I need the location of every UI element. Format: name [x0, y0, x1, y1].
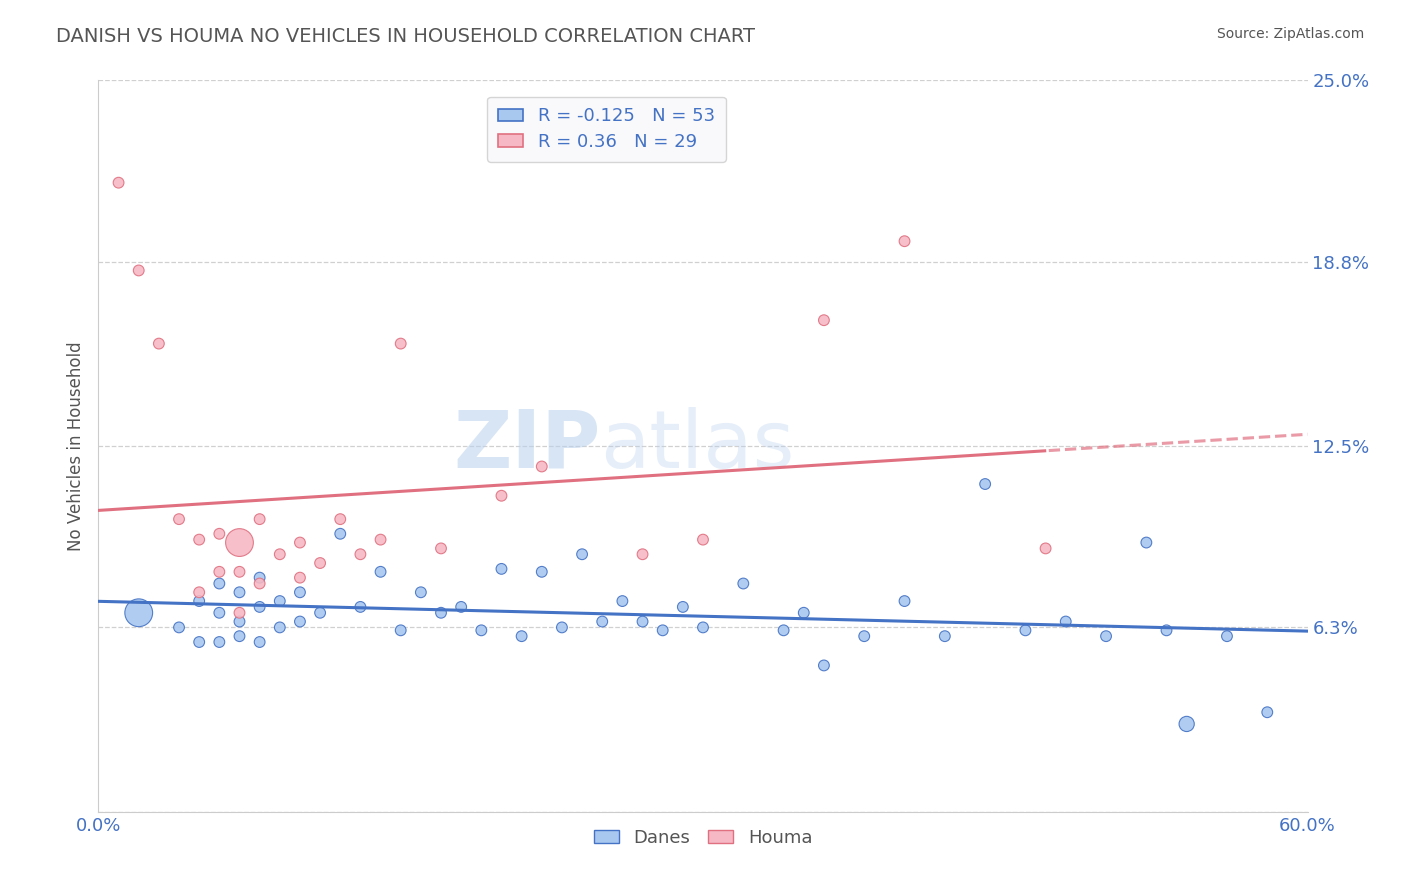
Point — [893, 594, 915, 608]
Point — [288, 585, 311, 599]
Text: atlas: atlas — [600, 407, 794, 485]
Point — [370, 533, 392, 547]
Point — [409, 585, 432, 599]
Point — [148, 336, 170, 351]
Point — [934, 629, 956, 643]
Point — [491, 489, 513, 503]
Legend: Danes, Houma: Danes, Houma — [586, 822, 820, 854]
Point — [974, 477, 997, 491]
Point — [349, 599, 371, 614]
Point — [530, 565, 553, 579]
Point — [389, 336, 412, 351]
Point — [551, 620, 574, 634]
Point — [288, 571, 311, 585]
Point — [288, 535, 311, 549]
Point — [188, 585, 211, 599]
Point — [733, 576, 755, 591]
Text: DANISH VS HOUMA NO VEHICLES IN HOUSEHOLD CORRELATION CHART: DANISH VS HOUMA NO VEHICLES IN HOUSEHOLD… — [56, 27, 755, 45]
Point — [249, 571, 271, 585]
Point — [430, 541, 453, 556]
Text: Source: ZipAtlas.com: Source: ZipAtlas.com — [1216, 27, 1364, 41]
Point — [389, 624, 412, 638]
Point — [1135, 535, 1157, 549]
Point — [249, 512, 271, 526]
Point — [228, 606, 250, 620]
Point — [772, 624, 794, 638]
Point — [208, 606, 231, 620]
Point — [692, 533, 714, 547]
Point — [188, 635, 211, 649]
Point — [228, 629, 250, 643]
Point — [249, 576, 271, 591]
Point — [793, 606, 815, 620]
Point — [692, 620, 714, 634]
Point — [309, 556, 332, 570]
Point — [571, 547, 593, 561]
Point — [349, 547, 371, 561]
Point — [228, 615, 250, 629]
Point — [269, 594, 291, 608]
Point — [208, 565, 231, 579]
Text: ZIP: ZIP — [453, 407, 600, 485]
Point — [188, 594, 211, 608]
Point — [631, 615, 654, 629]
Point — [329, 512, 352, 526]
Point — [249, 635, 271, 649]
Point — [188, 533, 211, 547]
Point — [1035, 541, 1057, 556]
Point — [1095, 629, 1118, 643]
Point — [491, 562, 513, 576]
Point — [128, 606, 150, 620]
Point — [612, 594, 634, 608]
Point — [249, 599, 271, 614]
Point — [370, 565, 392, 579]
Point — [309, 606, 332, 620]
Point — [470, 624, 492, 638]
Point — [269, 547, 291, 561]
Point — [208, 635, 231, 649]
Point — [228, 565, 250, 579]
Point — [329, 526, 352, 541]
Point — [208, 576, 231, 591]
Point — [1014, 624, 1036, 638]
Point — [128, 263, 150, 277]
Point — [591, 615, 613, 629]
Point — [288, 615, 311, 629]
Point — [813, 313, 835, 327]
Point — [228, 585, 250, 599]
Point — [208, 526, 231, 541]
Point — [167, 512, 190, 526]
Point — [1216, 629, 1239, 643]
Point — [853, 629, 876, 643]
Point — [1256, 705, 1278, 719]
Point — [1054, 615, 1077, 629]
Point — [107, 176, 129, 190]
Point — [450, 599, 472, 614]
Point — [1156, 624, 1178, 638]
Point — [510, 629, 533, 643]
Y-axis label: No Vehicles in Household: No Vehicles in Household — [66, 341, 84, 551]
Point — [813, 658, 835, 673]
Point — [167, 620, 190, 634]
Point — [269, 620, 291, 634]
Point — [631, 547, 654, 561]
Point — [228, 535, 250, 549]
Point — [651, 624, 673, 638]
Point — [1175, 717, 1198, 731]
Point — [672, 599, 695, 614]
Point — [430, 606, 453, 620]
Point — [893, 234, 915, 248]
Point — [530, 459, 553, 474]
